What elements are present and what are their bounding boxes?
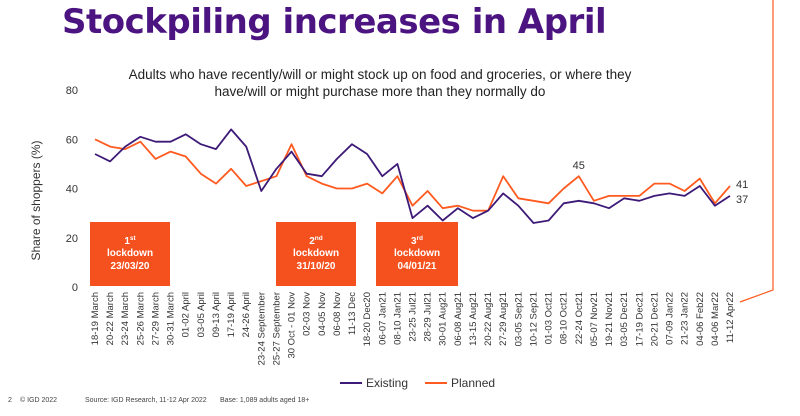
x-tick-label: 22-24 Oct21 xyxy=(574,292,585,344)
x-tick-label: 30-01 Aug21 xyxy=(438,292,449,346)
x-tick-label: 05-07 Nov21 xyxy=(589,292,600,346)
lockdown-date: 04/01/21 xyxy=(398,261,437,272)
x-tick-label: 04-05 Nov xyxy=(317,292,328,336)
lockdown-label: lockdown xyxy=(394,248,440,259)
page-title: Stockpiling increases in April xyxy=(62,2,607,42)
x-tick-label: 20-21 Dec21 xyxy=(649,292,660,346)
data-label: 37 xyxy=(736,194,748,206)
base-note: Base: 1,089 adults aged 18+ xyxy=(220,397,310,404)
series-line-existing xyxy=(94,128,731,224)
y-tick-label: 20 xyxy=(66,233,78,245)
x-tick-label: 02-03 Nov xyxy=(302,292,313,336)
x-tick-label: 27-29 March xyxy=(151,292,162,345)
copyright: © IGD 2022 xyxy=(20,397,58,404)
lockdown-ordinal: 2nd xyxy=(309,235,323,247)
lockdown-box-bg xyxy=(90,222,170,286)
data-label: 45 xyxy=(573,160,585,172)
x-tick-label: 09-13 April xyxy=(211,292,222,337)
x-tick-label: 03-05 Sep21 xyxy=(513,292,524,346)
lockdown-ordinal: 3rd xyxy=(411,235,423,247)
lockdown-date: 23/03/20 xyxy=(111,261,150,272)
x-tick-label: 17-19 Dec21 xyxy=(634,292,645,346)
chart-axes: 0 20 40 60 80 Share of shoppers (%) xyxy=(29,85,78,294)
legend-label: Planned xyxy=(451,376,495,390)
x-tick-label: 08-10 Oct21 xyxy=(559,292,570,344)
y-axis-label: Share of shoppers (%) xyxy=(29,140,43,260)
x-tick-label: 23-24 September xyxy=(256,292,267,365)
lockdown-box-bg xyxy=(276,222,356,286)
y-tick-label: 40 xyxy=(66,184,78,196)
x-tick-label: 13-15 Aug21 xyxy=(468,292,479,346)
x-tick-label: 03-05 April xyxy=(196,292,207,337)
x-tick-label: 06-07 Jan21 xyxy=(377,292,388,345)
x-tick-label: 25-26 March xyxy=(135,292,146,345)
y-tick-label: 60 xyxy=(66,134,78,146)
decoration xyxy=(739,0,774,303)
x-tick-labels: 18-19 March 20-22 March 23-24 March 25-26 M… xyxy=(90,292,736,366)
legend-label: Existing xyxy=(366,376,408,390)
x-tick-label: 04-06 Mar22 xyxy=(710,292,721,346)
x-tick-label: 20-22 Aug21 xyxy=(483,292,494,346)
x-tick-label: 01-03 Oct21 xyxy=(544,292,555,344)
x-tick-label: 23-24 March xyxy=(120,292,131,345)
series-line-planned xyxy=(94,138,731,212)
x-tick-label: 30-31 March xyxy=(166,292,177,345)
x-tick-label: 03-05 Dec21 xyxy=(619,292,630,346)
data-label: 41 xyxy=(736,179,748,191)
x-tick-label: 06-08 Aug21 xyxy=(453,292,464,346)
lockdown-ordinal: 1st xyxy=(124,235,136,247)
x-tick-label: 28-29 Jul21 xyxy=(423,292,434,342)
x-tick-label: 10-12 Sep21 xyxy=(529,292,540,346)
x-tick-label: 25-27 September xyxy=(271,292,282,365)
x-tick-label: 19-21 Nov21 xyxy=(604,292,615,346)
x-tick-label: 18-20 Dec20 xyxy=(362,292,373,346)
y-tick-label: 80 xyxy=(66,85,78,97)
x-tick-label: 24-26 April xyxy=(241,292,252,337)
x-tick-label: 07-09 Jan22 xyxy=(665,292,676,345)
x-tick-label: 06-08 Nov xyxy=(332,292,343,336)
lockdown-box-bg xyxy=(376,222,458,286)
lockdown-boxes: 1stlockdown23/03/202ndlockdown31/10/203r… xyxy=(90,222,458,286)
data-labels: 45 41 37 xyxy=(573,160,749,206)
legend: Existing Planned xyxy=(340,376,495,390)
y-tick-label: 0 xyxy=(72,282,78,294)
frame-line xyxy=(739,0,774,303)
x-tick-label: 21-23 Jan22 xyxy=(680,292,691,345)
x-tick-label: 23-25 Jul21 xyxy=(408,292,419,342)
x-tick-label: 08-10 Jan21 xyxy=(392,292,403,345)
lockdown-label: lockdown xyxy=(107,248,153,259)
x-tick-label: 27-29 Aug21 xyxy=(498,292,509,346)
lockdown-date: 31/10/20 xyxy=(297,261,336,272)
chart-lines xyxy=(94,128,731,224)
x-tick-label: 17-19 April xyxy=(226,292,237,337)
source-note: Source: IGD Research, 11-12 Apr 2022 xyxy=(85,397,207,404)
x-tick-label: 11-12 Apr22 xyxy=(725,292,736,343)
chart-subtitle: Adults who have recently/will or might s… xyxy=(128,67,632,99)
x-tick-label: 30 Oct - 01 Nov xyxy=(287,292,298,359)
x-tick-label: 01-02 April xyxy=(181,292,192,337)
x-tick-label: 20-22 March xyxy=(105,292,116,345)
x-tick-label: 11-13 Dec xyxy=(347,292,358,335)
page-number: 2 xyxy=(8,397,12,404)
lockdown-label: lockdown xyxy=(293,248,339,259)
x-tick-label: 04-06 Feb22 xyxy=(695,292,706,346)
x-tick-label: 18-19 March xyxy=(90,292,101,345)
